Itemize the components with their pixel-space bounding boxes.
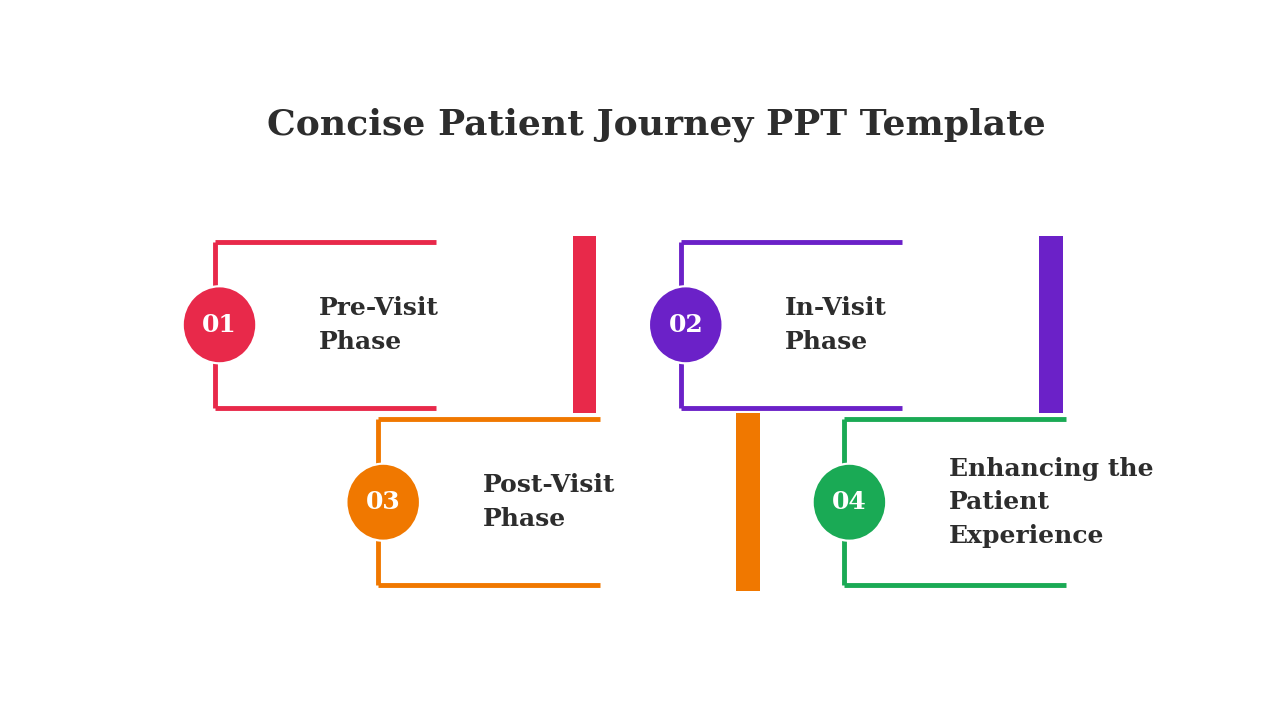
Ellipse shape (812, 462, 887, 542)
Bar (736, 413, 760, 591)
Text: Concise Patient Journey PPT Template: Concise Patient Journey PPT Template (266, 108, 1046, 143)
Text: 02: 02 (668, 312, 703, 337)
Ellipse shape (184, 287, 255, 362)
Bar (1203, 413, 1226, 591)
Ellipse shape (182, 285, 257, 364)
Text: Post-Visit
Phase: Post-Visit Phase (483, 474, 614, 531)
Text: Enhancing the
Patient
Experience: Enhancing the Patient Experience (948, 456, 1153, 548)
Text: 03: 03 (366, 490, 401, 514)
Ellipse shape (346, 462, 421, 542)
Bar (572, 236, 596, 413)
Text: 04: 04 (832, 490, 867, 514)
Ellipse shape (650, 287, 722, 362)
Ellipse shape (648, 285, 723, 364)
Ellipse shape (814, 465, 886, 539)
Ellipse shape (347, 465, 419, 539)
Text: In-Visit
Phase: In-Visit Phase (785, 296, 887, 354)
Text: 01: 01 (202, 312, 237, 337)
Bar (1039, 236, 1062, 413)
Text: Pre-Visit
Phase: Pre-Visit Phase (319, 296, 439, 354)
